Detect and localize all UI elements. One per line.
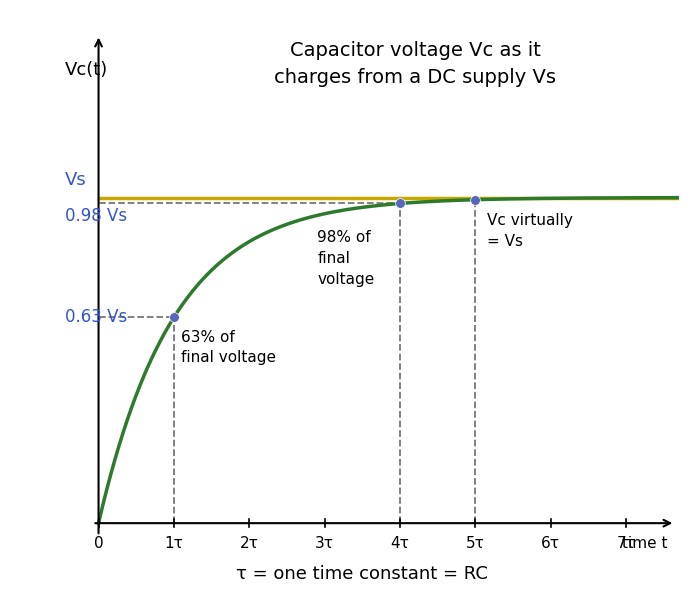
Text: 0.63 Vs: 0.63 Vs — [64, 308, 127, 326]
Text: 63% of
final voltage: 63% of final voltage — [181, 330, 276, 365]
Text: 2τ: 2τ — [240, 536, 259, 551]
Text: Capacitor voltage Vc as it
charges from a DC supply Vs: Capacitor voltage Vc as it charges from … — [274, 41, 556, 86]
Text: time t: time t — [622, 536, 668, 551]
Text: 0: 0 — [94, 536, 104, 551]
Text: 3τ: 3τ — [315, 536, 334, 551]
Text: 6τ: 6τ — [541, 536, 560, 551]
Text: 98% of
final
voltage: 98% of final voltage — [317, 229, 375, 286]
Text: Vc virtually
= Vs: Vc virtually = Vs — [486, 213, 573, 249]
Text: 0.98 Vs: 0.98 Vs — [64, 207, 127, 225]
Text: 5τ: 5τ — [466, 536, 485, 551]
Text: τ = one time constant = RC: τ = one time constant = RC — [237, 565, 489, 584]
Text: 4τ: 4τ — [391, 536, 409, 551]
Text: 7τ: 7τ — [617, 536, 636, 551]
Text: Vs: Vs — [64, 172, 86, 189]
Text: 1τ: 1τ — [164, 536, 183, 551]
Text: Vc(t): Vc(t) — [64, 61, 108, 78]
